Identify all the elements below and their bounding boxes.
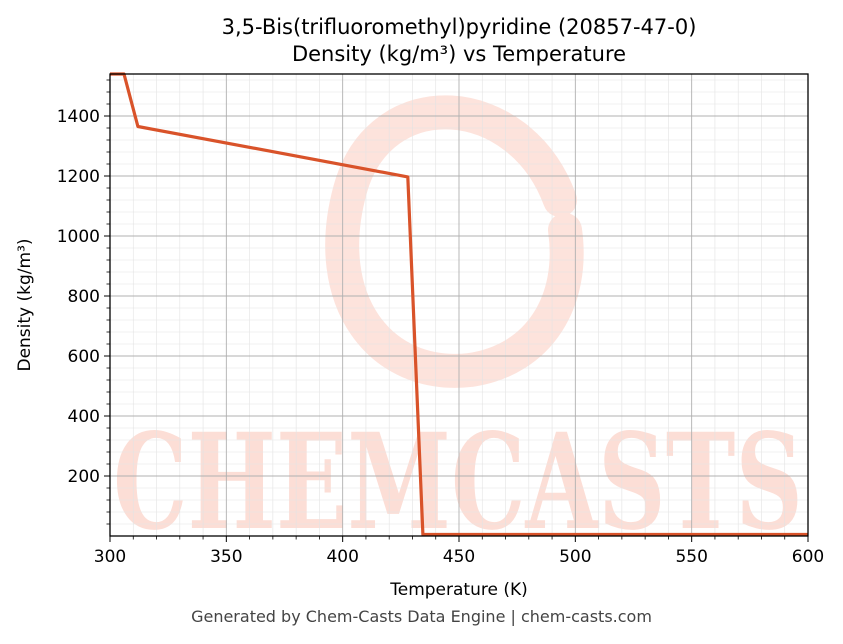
x-tick-label: 500 xyxy=(559,547,591,567)
x-axis-label: Temperature (K) xyxy=(389,580,528,600)
watermark-swirl-logo xyxy=(325,95,584,388)
y-tick-label: 1000 xyxy=(57,227,100,247)
y-tick-label: 800 xyxy=(68,287,100,307)
chemcasts-watermark: CHEMCASTS xyxy=(113,95,803,560)
x-axis-ticks: 300 350 400 450 500 550 600 xyxy=(94,536,824,567)
x-tick-label: 350 xyxy=(210,547,242,567)
x-tick-label: 550 xyxy=(675,547,707,567)
y-tick-label: 1400 xyxy=(57,107,100,127)
y-axis-ticks: 200 400 600 800 1000 1200 1400 xyxy=(57,79,110,525)
y-tick-label: 1200 xyxy=(57,167,100,187)
y-tick-label: 400 xyxy=(68,407,100,427)
y-tick-label: 200 xyxy=(68,467,100,487)
footer-credit: Generated by Chem-Casts Data Engine | ch… xyxy=(191,607,652,626)
chart-title-line-2: Density (kg/m³) vs Temperature xyxy=(292,42,626,66)
x-tick-label: 600 xyxy=(792,547,824,567)
x-tick-label: 400 xyxy=(326,547,358,567)
chart-title-line-1: 3,5-Bis(trifluoromethyl)pyridine (20857-… xyxy=(222,15,697,39)
x-tick-label: 300 xyxy=(94,547,126,567)
x-tick-label: 450 xyxy=(443,547,475,567)
y-axis-label: Density (kg/m³) xyxy=(15,238,35,371)
y-tick-label: 600 xyxy=(68,347,100,367)
major-grid xyxy=(109,74,809,536)
